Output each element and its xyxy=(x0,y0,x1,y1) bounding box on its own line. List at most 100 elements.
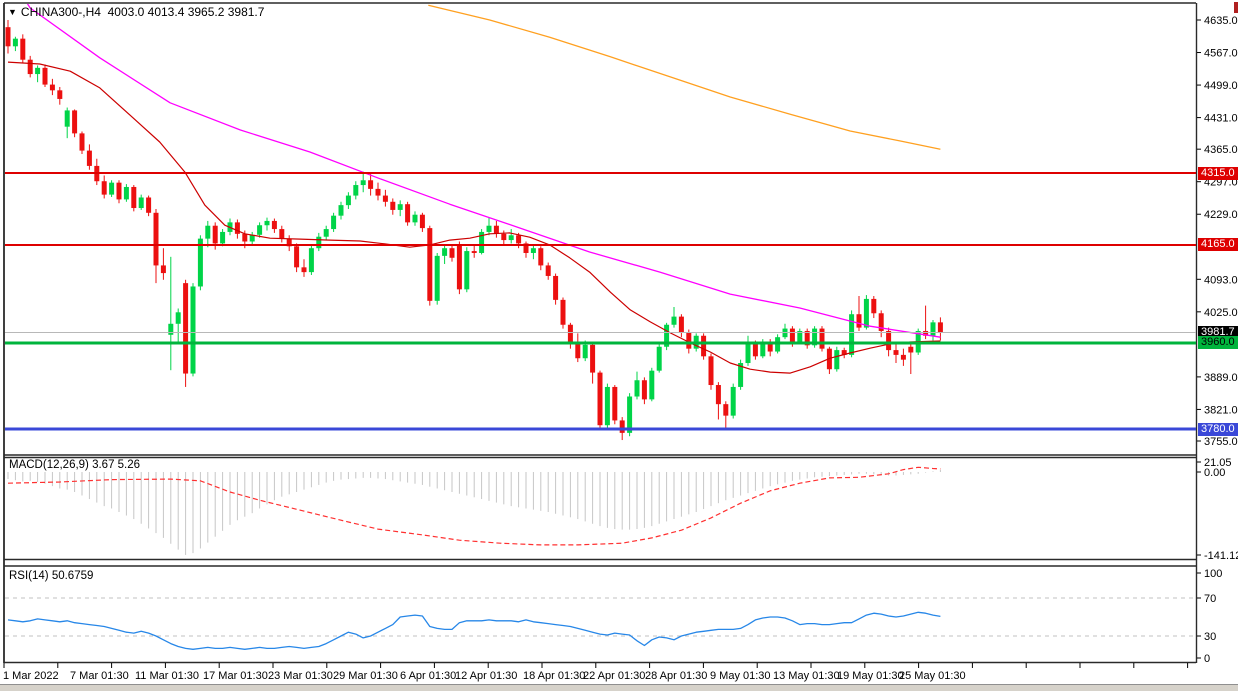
candle-body-down xyxy=(878,313,884,331)
candle-body-down xyxy=(701,335,707,357)
candle-body-up xyxy=(604,386,610,426)
candle-body-down xyxy=(449,248,455,258)
candle-body-up xyxy=(530,248,536,253)
time-label: 29 Mar 01:30 xyxy=(333,670,398,682)
candle-body-up xyxy=(257,225,263,235)
candle-body-up xyxy=(745,343,751,364)
axis-label: -141.12 xyxy=(1204,550,1238,562)
collapse-icon[interactable]: ▼ xyxy=(8,7,17,17)
candle-body-up xyxy=(760,341,766,357)
candle-body-up xyxy=(316,236,322,249)
panel-divider-rsi[interactable] xyxy=(0,559,1196,567)
candle-body-up xyxy=(464,251,470,290)
rsi-line xyxy=(7,611,941,650)
time-label: 18 Apr 01:30 xyxy=(523,670,585,682)
axis-label: 4365.0 xyxy=(1204,144,1238,156)
candle-body-down xyxy=(271,220,277,230)
candle-body-up xyxy=(249,234,255,242)
axis-label: 3889.0 xyxy=(1204,372,1238,384)
candle-body-down xyxy=(234,222,240,234)
candle-body-down xyxy=(715,385,721,405)
time-label: 11 Mar 01:30 xyxy=(135,670,199,682)
candle-body-down xyxy=(279,229,285,239)
candle-body-down xyxy=(937,322,943,333)
time-label: 7 Mar 01:30 xyxy=(70,670,129,682)
candle-body-down xyxy=(501,233,507,241)
candle-body-up xyxy=(508,235,514,241)
candle-body-up xyxy=(360,180,366,186)
candle-body-up xyxy=(323,229,329,237)
candle-body-down xyxy=(49,84,55,91)
candle-body-down xyxy=(856,314,862,328)
axis-label: 4635.0 xyxy=(1204,15,1238,27)
axis-label: 0.00 xyxy=(1204,467,1225,479)
axis-label: 3755.0 xyxy=(1204,436,1238,448)
candle-body-up xyxy=(738,363,744,387)
candle-body-down xyxy=(886,330,892,351)
candle-body-up xyxy=(353,185,359,196)
time-label: 6 Apr 01:30 xyxy=(400,670,456,682)
candle-body-down xyxy=(871,298,877,314)
candle-body-down xyxy=(116,182,122,200)
candle-body-down xyxy=(242,233,248,242)
ma-orange xyxy=(428,4,941,150)
candle-body-down xyxy=(5,27,11,47)
candle-body-up xyxy=(264,220,270,226)
axis-label: 4297.0 xyxy=(1204,177,1238,189)
time-label: 23 Mar 01:30 xyxy=(268,670,333,682)
candle-body-down xyxy=(405,204,411,223)
candle-body-down xyxy=(538,248,544,266)
candle-body-down xyxy=(612,386,618,421)
price-tag-4315.0: 4315.0 xyxy=(1198,166,1238,180)
axis-label: 4229.0 xyxy=(1204,209,1238,221)
candle-body-down xyxy=(708,356,714,386)
axis-label: 70 xyxy=(1204,593,1216,605)
candle-body-down xyxy=(146,197,152,213)
candle-body-down xyxy=(767,341,773,352)
candle-body-up xyxy=(582,344,588,359)
candle-body-up xyxy=(168,323,174,335)
time-label: 9 May 01:30 xyxy=(710,670,771,682)
candle-body-down xyxy=(678,316,684,333)
price-tag-3960.0: 3960.0 xyxy=(1198,336,1238,350)
candle-body-up xyxy=(338,205,344,216)
time-label: 1 Mar 2022 xyxy=(3,670,59,682)
candle-body-down xyxy=(686,332,692,349)
candle-body-up xyxy=(412,214,418,223)
candle-body-down xyxy=(923,330,929,336)
candle-body-down xyxy=(597,372,603,426)
candle-body-down xyxy=(131,186,137,209)
candle-body-down xyxy=(160,265,166,274)
candle-body-up xyxy=(190,286,196,374)
candle-body-down xyxy=(560,299,566,325)
axis-label: 21.05 xyxy=(1204,457,1232,469)
candle-body-up xyxy=(834,350,840,370)
macd-signal-line xyxy=(7,466,941,546)
axis-label: 4025.0 xyxy=(1204,307,1238,319)
candle-body-up xyxy=(197,238,203,287)
candle-body-down xyxy=(523,243,529,253)
candle-body-down xyxy=(375,188,381,196)
candle-body-up xyxy=(109,182,115,195)
candle-body-down xyxy=(567,324,573,344)
candle-body-down xyxy=(575,343,581,359)
candle-body-down xyxy=(641,380,647,400)
candle-body-down xyxy=(804,330,810,346)
candle-body-up xyxy=(671,316,677,325)
candle-body-up xyxy=(220,231,226,244)
candle-body-up xyxy=(634,380,640,397)
candle-body-down xyxy=(900,354,906,360)
panel-divider-macd[interactable] xyxy=(0,453,1196,461)
candle-body-up xyxy=(812,328,818,346)
candle-body-down xyxy=(20,38,26,60)
candle-body-up xyxy=(12,38,18,47)
candle-body-down xyxy=(493,225,499,234)
candle-body-up xyxy=(123,186,129,200)
candle-body-down xyxy=(183,283,189,374)
candle-body-down xyxy=(86,150,92,166)
candle-body-down xyxy=(723,404,729,416)
candle-body-down xyxy=(471,251,477,253)
candle-body-down xyxy=(27,59,33,75)
candle-body-up xyxy=(479,231,485,253)
